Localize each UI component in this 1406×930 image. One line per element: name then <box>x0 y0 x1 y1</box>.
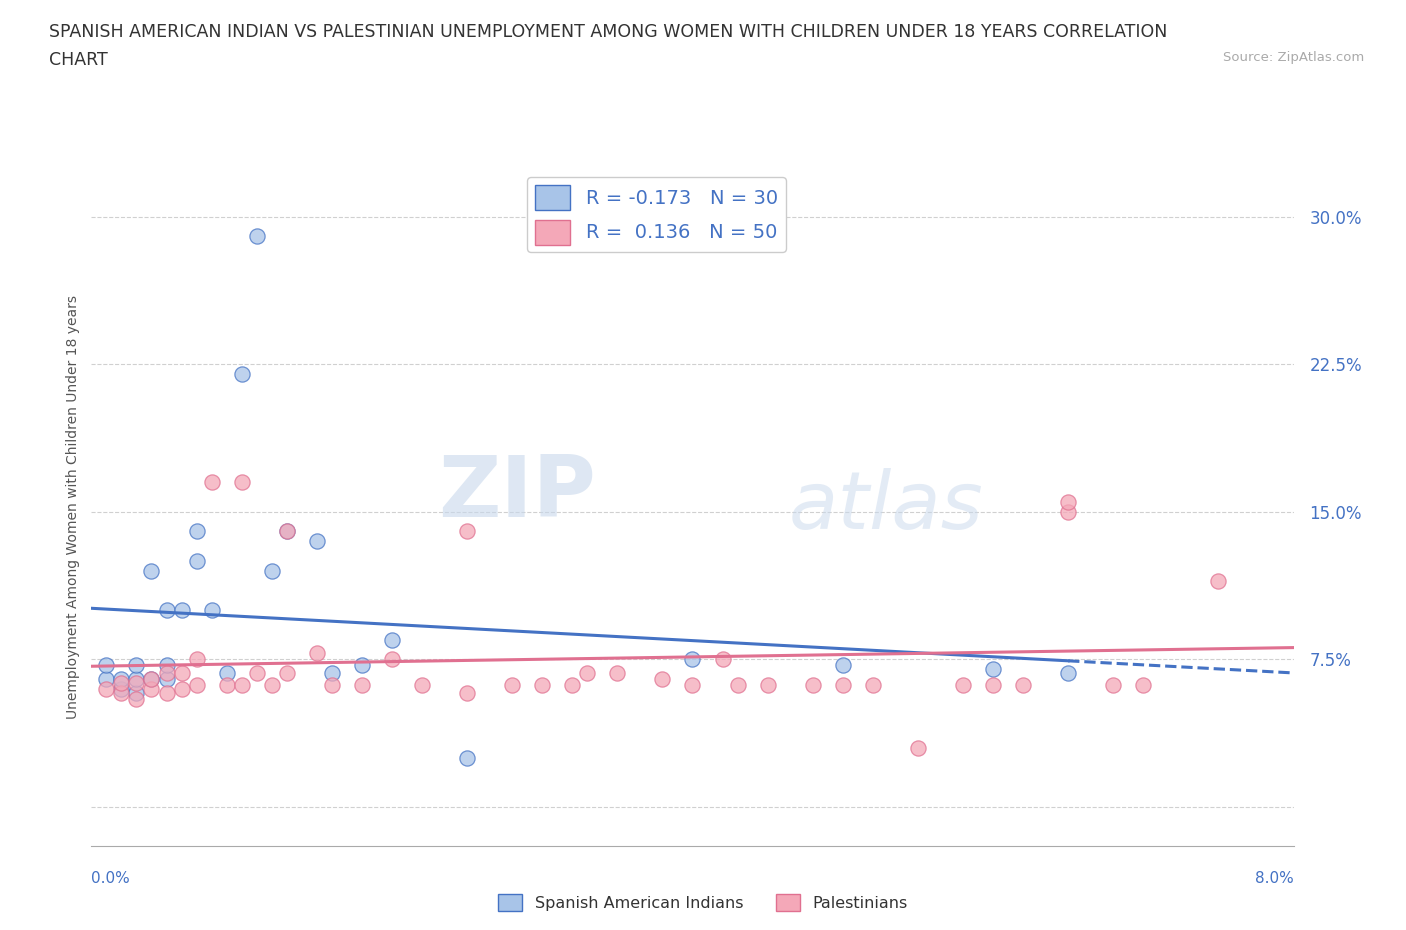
Point <box>155 685 177 700</box>
Text: Source: ZipAtlas.com: Source: ZipAtlas.com <box>1223 51 1364 64</box>
Point <box>321 666 343 681</box>
Legend: R = -0.173   N = 30, R =  0.136   N = 50: R = -0.173 N = 30, R = 0.136 N = 50 <box>527 177 786 252</box>
Point <box>305 534 328 549</box>
Point <box>110 682 132 697</box>
Point <box>125 691 148 706</box>
Point <box>155 671 177 686</box>
Point <box>125 685 148 700</box>
Point <box>606 666 628 681</box>
Point <box>155 658 177 672</box>
Text: SPANISH AMERICAN INDIAN VS PALESTINIAN UNEMPLOYMENT AMONG WOMEN WITH CHILDREN UN: SPANISH AMERICAN INDIAN VS PALESTINIAN U… <box>49 23 1167 41</box>
Point <box>215 666 238 681</box>
Point <box>260 564 283 578</box>
Point <box>231 677 253 692</box>
Point <box>1012 677 1035 692</box>
Point <box>561 677 583 692</box>
Point <box>110 671 132 686</box>
Point <box>276 524 298 538</box>
Point <box>456 685 478 700</box>
Point <box>831 658 853 672</box>
Point <box>1208 573 1230 588</box>
Point <box>231 366 253 381</box>
Point <box>907 740 929 755</box>
Point <box>201 603 224 618</box>
Point <box>201 475 224 490</box>
Point <box>96 658 118 672</box>
Point <box>411 677 433 692</box>
Point <box>831 677 853 692</box>
Point <box>215 677 238 692</box>
Point <box>141 671 163 686</box>
Point <box>246 666 269 681</box>
Point <box>681 652 703 667</box>
Point <box>231 475 253 490</box>
Point <box>651 671 673 686</box>
Point <box>110 675 132 690</box>
Y-axis label: Unemployment Among Women with Children Under 18 years: Unemployment Among Women with Children U… <box>66 295 80 719</box>
Point <box>96 671 118 686</box>
Point <box>276 666 298 681</box>
Point <box>276 524 298 538</box>
Point <box>350 658 373 672</box>
Point <box>170 682 193 697</box>
Point <box>186 553 208 568</box>
Point <box>321 677 343 692</box>
Point <box>456 524 478 538</box>
Point <box>170 666 193 681</box>
Point <box>141 682 163 697</box>
Legend: Spanish American Indians, Palestinians: Spanish American Indians, Palestinians <box>492 888 914 917</box>
Point <box>350 677 373 692</box>
Point <box>141 564 163 578</box>
Point <box>125 675 148 690</box>
Point <box>155 666 177 681</box>
Point <box>170 603 193 618</box>
Point <box>711 652 734 667</box>
Point <box>96 682 118 697</box>
Point <box>155 603 177 618</box>
Point <box>681 677 703 692</box>
Point <box>246 229 269 244</box>
Point <box>501 677 523 692</box>
Point <box>125 658 148 672</box>
Point <box>1102 677 1125 692</box>
Point <box>260 677 283 692</box>
Point <box>862 677 884 692</box>
Point <box>186 677 208 692</box>
Point <box>381 632 404 647</box>
Point <box>801 677 824 692</box>
Point <box>1132 677 1154 692</box>
Point <box>305 646 328 661</box>
Point <box>576 666 599 681</box>
Point <box>1057 504 1080 519</box>
Point <box>952 677 974 692</box>
Text: ZIP: ZIP <box>439 452 596 535</box>
Text: 8.0%: 8.0% <box>1254 871 1294 886</box>
Text: 0.0%: 0.0% <box>91 871 131 886</box>
Point <box>125 671 148 686</box>
Point <box>186 524 208 538</box>
Text: atlas: atlas <box>789 468 983 546</box>
Point <box>531 677 554 692</box>
Point <box>141 671 163 686</box>
Text: CHART: CHART <box>49 51 108 69</box>
Point <box>981 677 1004 692</box>
Point <box>727 677 749 692</box>
Point <box>456 751 478 765</box>
Point <box>381 652 404 667</box>
Point <box>981 662 1004 677</box>
Point <box>110 685 132 700</box>
Point <box>1057 495 1080 510</box>
Point <box>756 677 779 692</box>
Point <box>186 652 208 667</box>
Point <box>1057 666 1080 681</box>
